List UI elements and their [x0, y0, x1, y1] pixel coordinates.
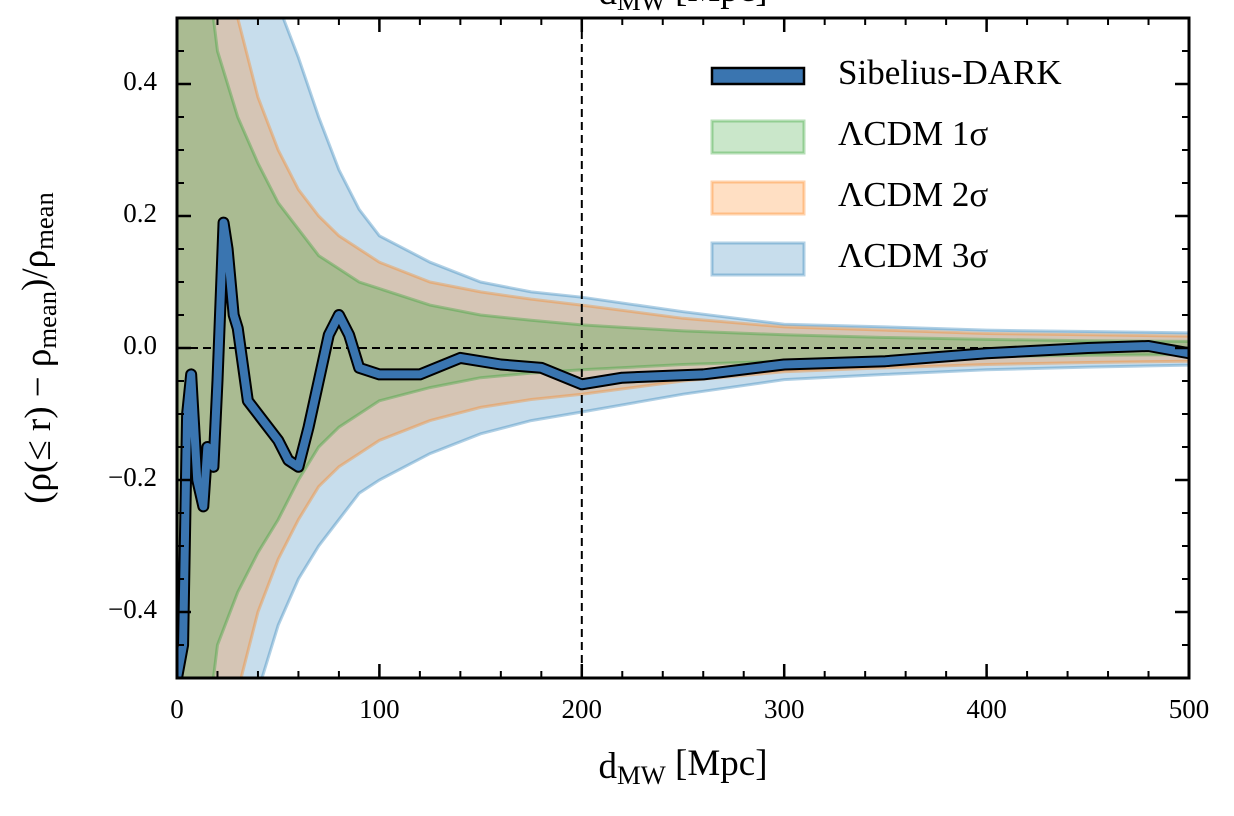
x-tick-label: 400 [966, 694, 1007, 724]
x-tick-label: 200 [562, 694, 603, 724]
y-tick-label: 0.0 [123, 330, 157, 360]
legend-label: ΛCDM 2σ [838, 175, 988, 214]
legend-label: ΛCDM 1σ [838, 114, 988, 153]
confidence-band [177, 18, 1189, 678]
label-part: MW [617, 0, 667, 16]
legend-swatch [710, 66, 806, 86]
label-part: mean [29, 192, 59, 250]
legend-label: ΛCDM 3σ [838, 236, 988, 275]
y-axis-label: (ρ(≤ r) − ρmean)/ρmean [15, 192, 62, 504]
legend-swatch [710, 180, 806, 216]
plot-area [177, 18, 1189, 678]
x-axis-label: dMW [Mpc] [598, 743, 767, 790]
label-part: [Mpc] [666, 743, 768, 784]
label-part: )/ρ [15, 250, 56, 291]
x-tick-label: 500 [1169, 694, 1210, 724]
y-tick-label: 0.4 [123, 66, 157, 96]
label-part: d [598, 0, 617, 13]
confidence-band [177, 18, 1189, 678]
legend-swatch [710, 119, 806, 155]
label-part: mean [32, 291, 62, 349]
y-tick-label: −0.4 [108, 594, 157, 624]
label-part: MW [617, 760, 667, 790]
y-tick-label: −0.2 [108, 462, 157, 492]
line [177, 218, 1189, 678]
x-tick-label: 300 [764, 694, 805, 724]
label-part: d [598, 746, 617, 787]
x-tick-label: 0 [170, 694, 184, 724]
legend-swatch [710, 241, 806, 277]
legend-label: Sibelius-DARK [838, 53, 1062, 92]
label-part: [Mpc] [666, 0, 768, 10]
label-part: (ρ(≤ r) − ρ [18, 349, 59, 504]
y-tick-label: 0.2 [123, 198, 157, 228]
top-axis-label: dMW [Mpc] [598, 0, 767, 16]
x-tick-label: 100 [359, 694, 400, 724]
confidence-band [177, 18, 1189, 678]
